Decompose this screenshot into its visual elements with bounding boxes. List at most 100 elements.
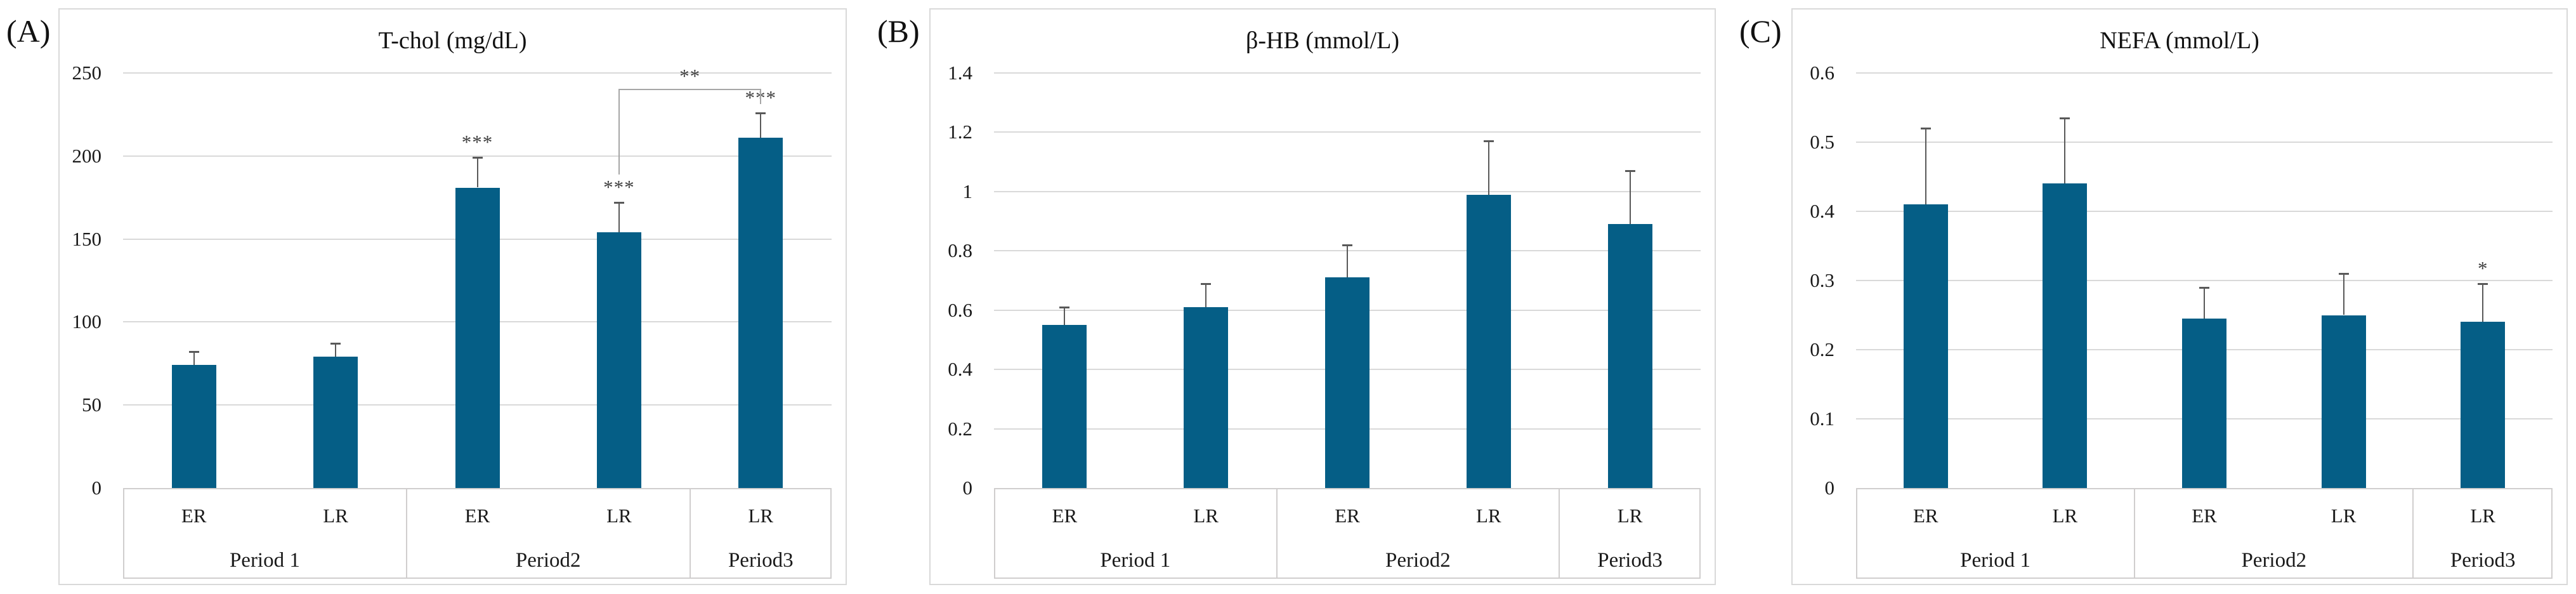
bar-er-1 xyxy=(1042,325,1087,488)
y-axis-tick-label: 150 xyxy=(72,227,102,250)
error-bar-line xyxy=(760,112,762,138)
y-axis-tick-label: 100 xyxy=(72,310,102,333)
y-axis-tick-label: 50 xyxy=(82,393,101,416)
bar-lr-4 xyxy=(1466,194,1511,488)
error-bar-cap xyxy=(613,202,624,204)
series-label-er: ER xyxy=(1912,505,1939,527)
series-label-lr: LR xyxy=(1475,505,1501,527)
period-group-label: Period3 xyxy=(2450,549,2516,572)
error-bar-line xyxy=(1487,141,1489,195)
x-axis-group-divider xyxy=(2412,488,2414,579)
significance-stars: * xyxy=(2477,257,2488,280)
y-axis-tick-label: 0.4 xyxy=(1810,200,1834,222)
error-bar-cap xyxy=(755,112,766,114)
x-axis-table xyxy=(994,488,1701,579)
panel-letter-b: (B) xyxy=(877,13,920,49)
significance-stars: *** xyxy=(461,131,494,154)
error-bar-line xyxy=(2343,274,2344,315)
bar-lr-2 xyxy=(1184,307,1229,488)
error-bar-cap xyxy=(2199,286,2209,289)
y-axis-tick-label: 0.4 xyxy=(948,358,972,381)
series-label-lr: LR xyxy=(606,505,632,527)
series-label-lr: LR xyxy=(323,505,348,527)
error-bar-cap xyxy=(1201,282,1212,285)
significance-bracket-horizontal xyxy=(618,88,761,90)
x-axis-group-divider xyxy=(2134,488,2136,579)
error-bar-line xyxy=(2064,117,2066,184)
series-label-er: ER xyxy=(2192,505,2217,527)
error-bar-cap xyxy=(1483,140,1494,143)
x-axis-group-divider xyxy=(405,488,407,579)
y-axis-tick-label: 0.3 xyxy=(1810,269,1834,291)
panel-letter-c: (C) xyxy=(1739,13,1782,49)
y-axis-tick-label: 0.6 xyxy=(948,298,972,321)
chart-title-a: T-chol (mg/dL) xyxy=(378,27,527,54)
series-label-lr: LR xyxy=(1617,505,1643,527)
y-axis-tick-label: 250 xyxy=(72,62,102,84)
y-axis-tick-label: 0.2 xyxy=(948,417,972,440)
series-label-lr: LR xyxy=(2470,505,2495,527)
gridline xyxy=(1856,280,2553,281)
bar-lr-2 xyxy=(2043,183,2088,488)
period-group-label: Period2 xyxy=(2241,549,2307,572)
y-axis-tick-label: 1 xyxy=(962,180,973,202)
x-axis-group-divider xyxy=(1559,488,1560,579)
y-axis-tick-label: 1.4 xyxy=(948,62,972,84)
error-bar-cap xyxy=(2060,117,2070,119)
error-bar-cap xyxy=(2338,273,2349,275)
error-bar-line xyxy=(1925,128,1926,205)
error-bar-line xyxy=(1629,171,1631,225)
x-axis-table xyxy=(1856,488,2553,579)
series-label-lr: LR xyxy=(1193,505,1219,527)
period-group-label: Period3 xyxy=(1597,549,1663,572)
error-bar-cap xyxy=(1059,307,1070,309)
gridline xyxy=(1856,142,2553,143)
series-label-er: ER xyxy=(464,505,490,527)
series-label-lr: LR xyxy=(748,505,774,527)
bar-er-3 xyxy=(2182,318,2226,488)
significance-bracket-left-drop xyxy=(618,88,620,175)
error-bar-line xyxy=(2482,284,2484,322)
period-group-label: Period 1 xyxy=(1100,549,1171,572)
bar-er-1 xyxy=(1903,204,1948,488)
panel-c: (C) NEFA (mmol/L) 0 0.1 0.2 0.3 0.4 0.5 0.6 Perio… xyxy=(1739,8,2568,585)
bar-lr-4 xyxy=(2321,315,2366,488)
period-group-label: Period2 xyxy=(515,549,581,572)
chart-title-c: NEFA (mmol/L) xyxy=(2100,27,2259,54)
error-bar-line xyxy=(193,352,195,366)
error-bar-cap xyxy=(1625,170,1635,173)
bar-lr-5 xyxy=(2461,322,2506,488)
y-axis-tick-label: 0 xyxy=(1824,477,1835,499)
x-axis-table xyxy=(123,488,832,579)
error-bar-cap xyxy=(2478,283,2488,286)
bar-er-3 xyxy=(1325,277,1370,488)
gridline xyxy=(994,131,1701,133)
period-group-label: Period 1 xyxy=(1960,549,2031,572)
significance-bracket-right-drop xyxy=(760,88,762,104)
error-bar-cap xyxy=(1342,244,1352,246)
gridline xyxy=(1856,72,2553,74)
error-bar-line xyxy=(1347,244,1348,278)
gridline xyxy=(994,72,1701,74)
error-bar-line xyxy=(476,157,478,188)
error-bar-cap xyxy=(188,351,199,353)
error-bar-cap xyxy=(330,343,341,345)
period-group-label: Period2 xyxy=(1385,549,1451,572)
y-axis-tick-label: 0.2 xyxy=(1810,338,1834,360)
panel-a: (A) T-chol (mg/dL) 0 50 100 150 200 250 Period 1… xyxy=(6,8,847,585)
gridline xyxy=(1856,211,2553,212)
significance-stars: *** xyxy=(603,176,635,199)
significance-bracket-label: ** xyxy=(679,64,701,87)
series-label-lr: LR xyxy=(2052,505,2078,527)
series-label-er: ER xyxy=(181,505,207,527)
period-group-label: Period 1 xyxy=(229,549,300,572)
gridline xyxy=(123,155,832,157)
gridline xyxy=(994,190,1701,192)
bar-er-1 xyxy=(171,365,216,488)
period-group-label: Period3 xyxy=(728,549,794,572)
y-axis-tick-label: 1.2 xyxy=(948,121,972,143)
panel-b: (B) β-HB (mmol/L) 0 0.2 0.4 0.6 0.8 1 1.2 1.4 Peri… xyxy=(877,8,1716,585)
error-bar-cap xyxy=(1920,128,1931,130)
series-label-er: ER xyxy=(1335,505,1360,527)
